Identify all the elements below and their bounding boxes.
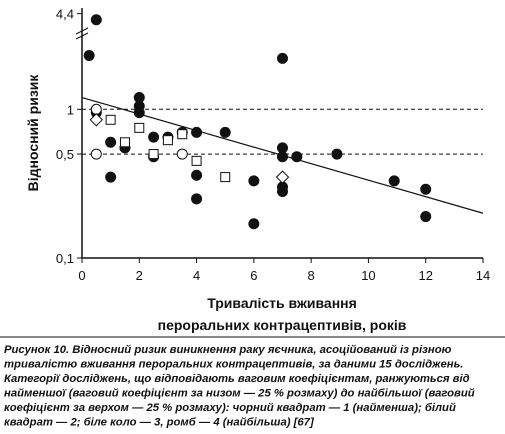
- point: [277, 142, 288, 154]
- point: [90, 14, 102, 26]
- caption-line: Категорії досліджень, що відповідають ва…: [4, 373, 470, 385]
- point: [177, 129, 188, 140]
- point: [105, 171, 117, 183]
- x-tick-label: 14: [476, 268, 490, 283]
- point: [191, 193, 203, 205]
- point: [291, 151, 303, 163]
- caption-line: тривалістю вживання пероральних контраце…: [4, 359, 463, 371]
- point: [134, 122, 145, 133]
- point: [420, 183, 432, 195]
- point: [148, 149, 159, 160]
- x-tick-label: 8: [308, 268, 315, 283]
- point: [248, 218, 260, 230]
- point: [90, 148, 102, 160]
- point: [277, 52, 288, 64]
- caption-line: Рисунок 10. Відносний ризик виникнення р…: [4, 344, 452, 356]
- point: [176, 148, 188, 160]
- x-tick-label: 2: [136, 268, 143, 283]
- point: [191, 126, 203, 138]
- point: [105, 136, 117, 148]
- x-axis-title: пероральних контрацептивів, років: [158, 317, 407, 333]
- y-tick-label: 4,4: [56, 7, 74, 22]
- point: [331, 148, 343, 160]
- y-axis-title: Відносний ризик: [25, 74, 41, 192]
- point: [388, 175, 400, 187]
- point: [89, 113, 104, 127]
- y-tick-label: 0,5: [56, 147, 74, 162]
- point: [162, 135, 173, 146]
- y-tick-label: 0,1: [56, 251, 74, 266]
- point: [219, 126, 231, 138]
- caption-line: найменшої (ваговий коефіцієнт за низом —…: [4, 388, 475, 400]
- x-tick-label: 12: [418, 268, 432, 283]
- point: [90, 103, 102, 115]
- axis-break: [75, 27, 89, 40]
- point: [105, 114, 116, 125]
- x-tick-label: 0: [78, 268, 85, 283]
- x-tick-label: 6: [250, 268, 257, 283]
- point: [191, 155, 202, 166]
- point: [220, 172, 231, 183]
- x-tick-label: 10: [361, 268, 375, 283]
- x-tick-label: 4: [193, 268, 200, 283]
- point: [133, 107, 145, 119]
- point: [420, 211, 432, 223]
- point: [277, 186, 288, 198]
- point: [275, 170, 290, 184]
- point: [191, 169, 203, 181]
- caption-line: квадрат — 2; біле коло — 3, ромб — 4 (на…: [4, 417, 315, 429]
- caption-line: коефіцієнт за верхом — 25 % розмаху): чо…: [4, 402, 456, 414]
- x-axis-title: Тривалість вживання: [207, 295, 357, 311]
- point: [119, 137, 130, 148]
- point: [83, 50, 95, 62]
- point: [248, 175, 260, 187]
- y-tick-label: 1: [67, 102, 74, 117]
- point: [148, 131, 160, 143]
